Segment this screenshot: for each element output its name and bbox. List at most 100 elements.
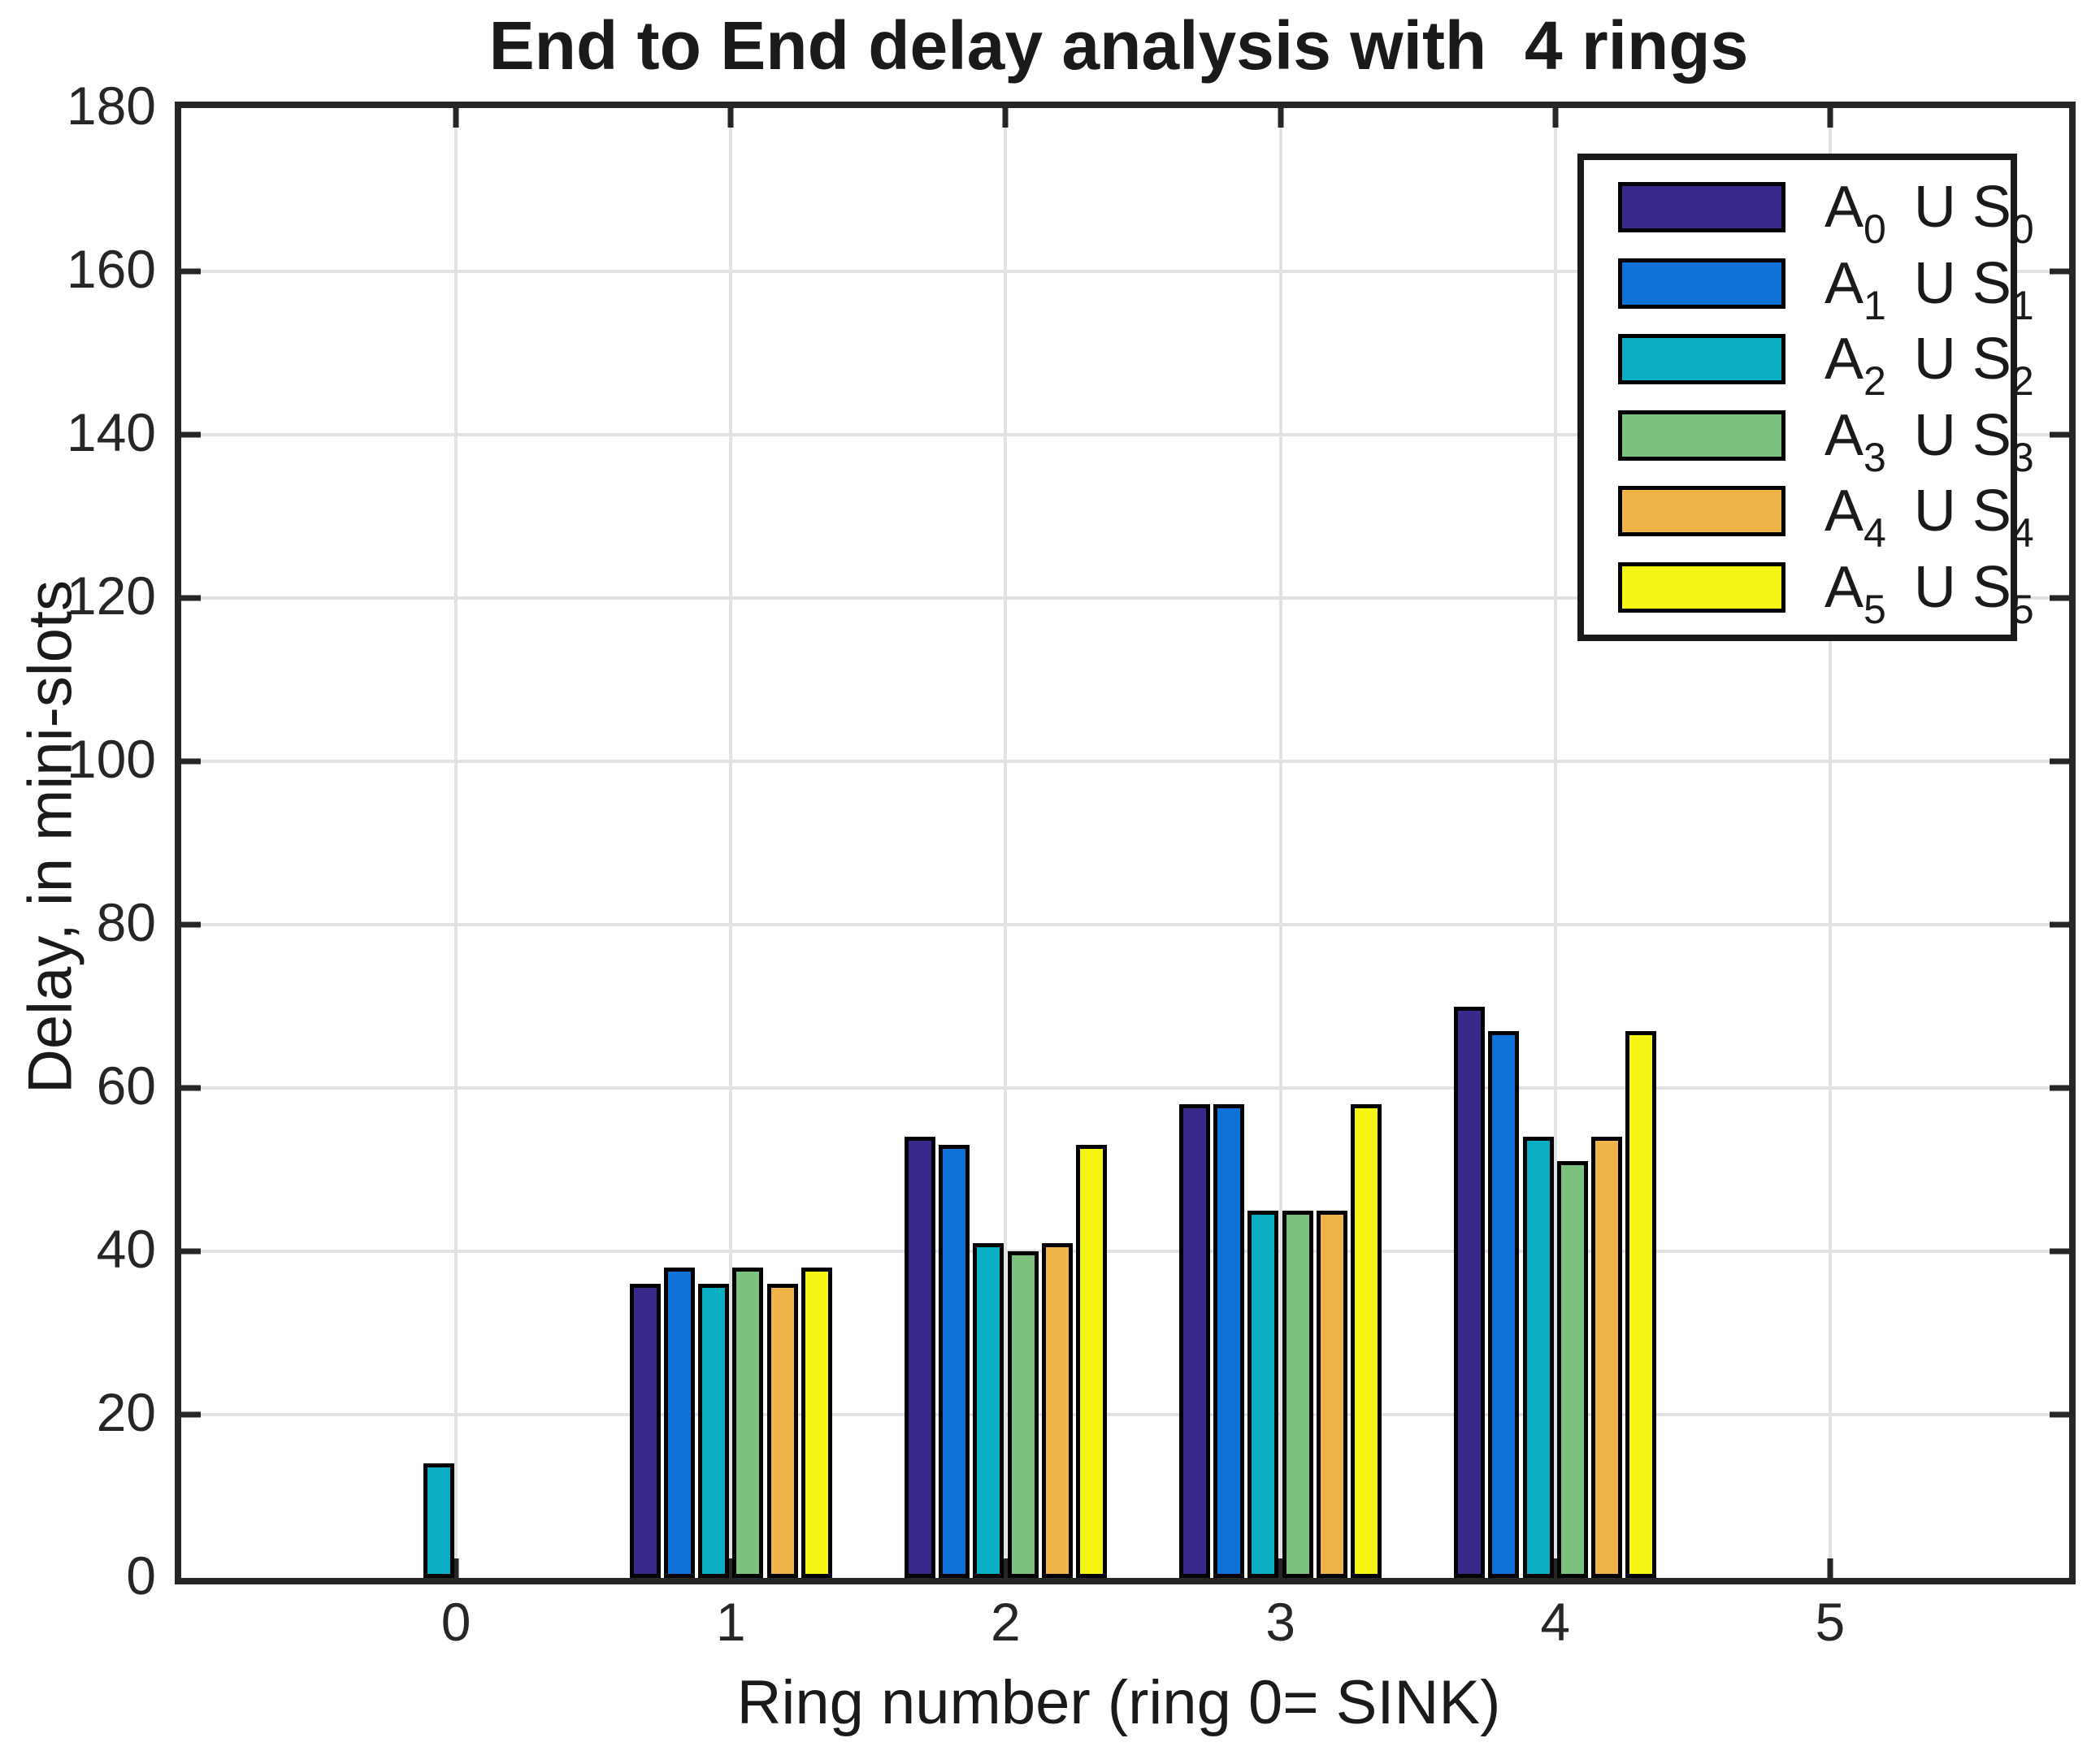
bar-ring2-series4 bbox=[1041, 1242, 1073, 1578]
y-tick-mark bbox=[2050, 1085, 2069, 1091]
x-axis-label: Ring number (ring 0= SINK) bbox=[736, 1668, 1501, 1737]
legend-union-text: U S bbox=[1913, 250, 2011, 316]
legend-series-letter: A bbox=[1824, 402, 1864, 468]
bar-ring3-series0 bbox=[1178, 1104, 1210, 1578]
legend-swatch bbox=[1618, 182, 1785, 233]
x-tick-mark bbox=[453, 108, 459, 128]
legend-swatch bbox=[1618, 486, 1785, 537]
y-axis-label: Delay, in mini-slots bbox=[15, 579, 85, 1094]
v-gridline bbox=[454, 108, 458, 1578]
x-tick-mark bbox=[1002, 108, 1009, 128]
legend-series-subscript: 1 bbox=[2011, 282, 2034, 328]
bar-ring3-series3 bbox=[1282, 1210, 1313, 1578]
legend-label: A0 U S0 bbox=[1824, 174, 2034, 252]
bar-ring1-series3 bbox=[732, 1268, 764, 1578]
h-gridline bbox=[181, 433, 2069, 436]
bar-ring4-series0 bbox=[1454, 1006, 1486, 1578]
y-tick-label: 100 bbox=[66, 728, 156, 789]
bar-ring1-series1 bbox=[663, 1268, 695, 1578]
legend-series-subscript: 4 bbox=[2011, 510, 2034, 557]
h-gridline bbox=[181, 1086, 2069, 1090]
h-gridline bbox=[181, 1413, 2069, 1416]
y-tick-mark bbox=[2050, 758, 2069, 765]
legend-label: A3 U S3 bbox=[1824, 402, 2034, 480]
y-tick-mark bbox=[181, 1085, 201, 1091]
legend-label: A2 U S2 bbox=[1824, 326, 2034, 404]
x-tick-mark bbox=[1278, 108, 1284, 128]
legend-series-subscript: 2 bbox=[1864, 358, 1886, 405]
bar-ring1-series0 bbox=[629, 1284, 661, 1578]
y-tick-mark bbox=[2050, 431, 2069, 438]
bar-ring1-series2 bbox=[698, 1284, 730, 1578]
y-tick-label: 40 bbox=[96, 1218, 156, 1279]
x-tick-mark bbox=[727, 1558, 734, 1578]
x-tick-label: 0 bbox=[440, 1592, 471, 1652]
chart-title: End to End delay analysis with 4 rings bbox=[488, 7, 1749, 84]
legend-swatch bbox=[1618, 561, 1785, 613]
y-tick-mark bbox=[181, 1248, 201, 1255]
y-tick-mark bbox=[181, 921, 201, 928]
bar-ring2-series1 bbox=[939, 1145, 970, 1578]
legend-label: A4 U S4 bbox=[1824, 478, 2034, 556]
y-tick-mark bbox=[2050, 921, 2069, 928]
legend-item: A3 U S3 bbox=[1584, 402, 2034, 480]
y-tick-mark bbox=[2050, 268, 2069, 275]
bar-ring1-series5 bbox=[801, 1268, 832, 1578]
x-tick-mark bbox=[1827, 1558, 1833, 1578]
legend-union-text: U S bbox=[1913, 554, 2011, 620]
legend-series-subscript: 1 bbox=[1864, 282, 1886, 328]
v-gridline bbox=[1553, 108, 1557, 1578]
x-tick-mark bbox=[1827, 108, 1833, 128]
y-tick-mark bbox=[181, 268, 201, 275]
legend-union-text: U S bbox=[1913, 175, 2011, 241]
legend-label: A1 U S1 bbox=[1824, 250, 2034, 328]
legend-swatch bbox=[1618, 334, 1785, 385]
bar-ring4-series2 bbox=[1522, 1137, 1554, 1578]
legend-series-subscript: 5 bbox=[2011, 586, 2034, 632]
y-tick-label: 20 bbox=[96, 1381, 156, 1442]
legend-item: A4 U S4 bbox=[1584, 478, 2034, 556]
legend-series-subscript: 5 bbox=[1864, 586, 1886, 632]
y-tick-mark bbox=[181, 595, 201, 601]
bar-ring4-series5 bbox=[1625, 1030, 1657, 1578]
legend-series-letter: A bbox=[1824, 327, 1864, 392]
v-gridline bbox=[1828, 108, 1832, 1578]
h-gridline bbox=[181, 760, 2069, 763]
legend-series-subscript: 3 bbox=[1864, 434, 1886, 480]
legend-series-subscript: 2 bbox=[2011, 358, 2034, 405]
v-gridline bbox=[1004, 108, 1008, 1578]
y-tick-label: 160 bbox=[66, 238, 156, 299]
y-tick-label: 180 bbox=[66, 75, 156, 136]
y-tick-mark bbox=[2050, 1248, 2069, 1255]
bar-ring3-series1 bbox=[1213, 1104, 1245, 1578]
bar-ring2-series0 bbox=[904, 1137, 935, 1578]
legend-series-subscript: 0 bbox=[2011, 206, 2034, 253]
bar-ring2-series5 bbox=[1076, 1145, 1108, 1578]
x-tick-mark bbox=[1278, 1558, 1284, 1578]
x-tick-mark bbox=[1552, 108, 1559, 128]
bar-ring4-series4 bbox=[1591, 1137, 1623, 1578]
y-tick-label: 80 bbox=[96, 891, 156, 952]
legend-item: A0 U S0 bbox=[1584, 174, 2034, 252]
y-tick-mark bbox=[181, 1411, 201, 1418]
bar-ring4-series3 bbox=[1556, 1161, 1588, 1578]
legend-swatch bbox=[1618, 258, 1785, 309]
bar-ring2-series2 bbox=[973, 1242, 1004, 1578]
x-tick-label: 3 bbox=[1265, 1592, 1295, 1652]
y-tick-mark bbox=[2050, 595, 2069, 601]
x-tick-label: 5 bbox=[1815, 1592, 1846, 1652]
legend-series-subscript: 0 bbox=[1864, 206, 1886, 253]
h-gridline bbox=[181, 923, 2069, 926]
y-tick-mark bbox=[2050, 1411, 2069, 1418]
bar-ring3-series2 bbox=[1247, 1210, 1279, 1578]
legend-series-letter: A bbox=[1824, 175, 1864, 241]
x-tick-label: 4 bbox=[1540, 1592, 1571, 1652]
legend-label: A5 U S5 bbox=[1824, 554, 2034, 632]
y-tick-label: 60 bbox=[96, 1055, 156, 1116]
h-gridline bbox=[181, 596, 2069, 600]
legend-union-text: U S bbox=[1913, 327, 2011, 392]
x-tick-mark bbox=[1552, 1558, 1559, 1578]
v-gridline bbox=[1278, 108, 1282, 1578]
bar-ring1-series4 bbox=[766, 1284, 798, 1578]
